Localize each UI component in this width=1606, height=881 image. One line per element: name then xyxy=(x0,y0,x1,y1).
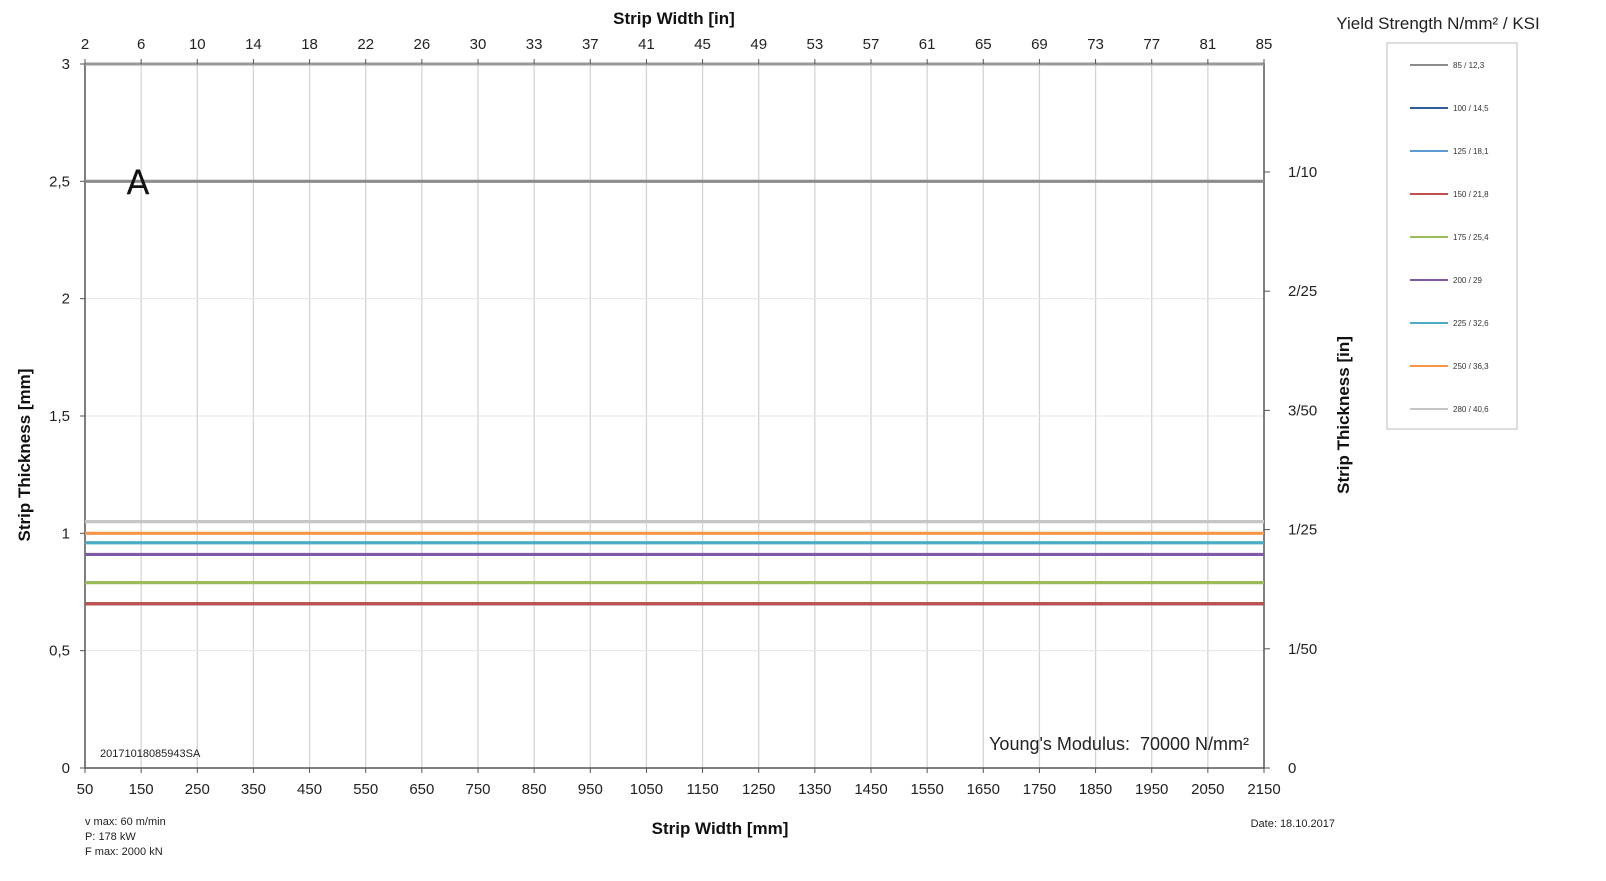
youngs-modulus-label: Young's Modulus: xyxy=(989,734,1130,754)
x2-tick-label: 33 xyxy=(526,36,543,53)
x2-tick-label: 30 xyxy=(470,36,487,53)
legend-entry: 175 / 25,4 xyxy=(1453,233,1489,242)
x2-tick-label: 61 xyxy=(919,36,936,53)
x2-tick-label: 41 xyxy=(638,36,655,53)
y2-tick-label: 1/50 xyxy=(1288,641,1317,658)
x2-tick-label: 49 xyxy=(750,36,767,53)
x2-tick-label: 37 xyxy=(582,36,599,53)
x-tick-label: 1750 xyxy=(1023,781,1056,798)
x-tick-label: 1350 xyxy=(798,781,831,798)
x2-tick-label: 69 xyxy=(1031,36,1048,53)
x2-tick-labels: 2 6 10 14 18 22 26 30 33 37 41 45 49 53 57 61 65 69 73 77 81… xyxy=(81,36,1273,64)
x-tick-labels: 50 150 250 350 450 550 650 750 850 950 1050 1150 125… xyxy=(77,768,1281,798)
x2-tick-label: 73 xyxy=(1087,36,1104,53)
legend: 85 / 12,3 100 / 14,5 125 / 18,1 150 / 21,8 1… xyxy=(1410,61,1489,414)
x-tick-label: 750 xyxy=(465,781,490,798)
x-tick-label: 950 xyxy=(578,781,603,798)
x2-tick-label: 22 xyxy=(357,36,374,53)
x-tick-label: 350 xyxy=(241,781,266,798)
legend-entry: 225 / 32,6 xyxy=(1453,319,1489,328)
y-tick-labels: 0 0,5 1 1,5 2 2,5 3 xyxy=(49,56,85,777)
x2-tick-label: 53 xyxy=(807,36,824,53)
y-tick-label: 2,5 xyxy=(49,173,70,190)
x2-tick-label: 85 xyxy=(1256,36,1273,53)
y2-tick-label: 2/25 xyxy=(1288,283,1317,300)
legend-entry: 200 / 29 xyxy=(1453,276,1482,285)
y2-tick-label: 1/10 xyxy=(1288,164,1317,181)
id-code: 20171018085943SA xyxy=(100,748,201,760)
x2-tick-label: 14 xyxy=(245,36,262,53)
legend-title: Yield Strength N/mm² / KSI xyxy=(1336,14,1539,33)
x-tick-label: 2050 xyxy=(1191,781,1224,798)
x-tick-label: 550 xyxy=(353,781,378,798)
x-tick-label: 1650 xyxy=(967,781,1000,798)
y-tick-label: 0 xyxy=(62,760,70,777)
param-fmax: F max: 2000 kN xyxy=(85,846,163,858)
x2-tick-label: 65 xyxy=(975,36,992,53)
x-tick-label: 1950 xyxy=(1135,781,1168,798)
legend-entry: 125 / 18,1 xyxy=(1453,147,1489,156)
y2-tick-label: 3/50 xyxy=(1288,402,1317,419)
y-axis-title: Strip Thickness [mm] xyxy=(15,369,34,542)
marker-a: A xyxy=(126,163,149,203)
x2-tick-label: 77 xyxy=(1143,36,1160,53)
legend-box xyxy=(1386,42,1518,430)
y-tick-label: 2 xyxy=(62,291,70,308)
series-lines xyxy=(85,179,1264,606)
x-tick-label: 1450 xyxy=(854,781,887,798)
grid xyxy=(85,64,1264,768)
x2-tick-label: 6 xyxy=(137,36,145,53)
y2-tick-labels: 0 1/50 1/25 3/50 2/25 1/10 xyxy=(1264,164,1317,777)
x2-axis-title: Strip Width [in] xyxy=(613,9,735,28)
x-tick-label: 150 xyxy=(129,781,154,798)
x-tick-label: 450 xyxy=(297,781,322,798)
x2-tick-label: 2 xyxy=(81,36,89,53)
y2-tick-label: 1/25 xyxy=(1288,522,1317,539)
x-tick-label: 1550 xyxy=(910,781,943,798)
legend-entry: 150 / 21,8 xyxy=(1453,190,1489,199)
x-tick-label: 1050 xyxy=(630,781,663,798)
param-power: P: 178 kW xyxy=(85,831,136,843)
legend-entry: 100 / 14,5 xyxy=(1453,104,1489,113)
x-tick-label: 1850 xyxy=(1079,781,1112,798)
chart-date: Date: 18.10.2017 xyxy=(1251,818,1335,830)
x2-tick-label: 45 xyxy=(694,36,711,53)
y2-tick-label: 0 xyxy=(1288,760,1296,777)
x2-tick-label: 10 xyxy=(189,36,206,53)
x-tick-label: 1250 xyxy=(742,781,775,798)
x2-tick-label: 57 xyxy=(863,36,880,53)
youngs-modulus-value: 70000 N/mm² xyxy=(1140,734,1249,754)
x-axis-title: Strip Width [mm] xyxy=(652,819,789,838)
x2-tick-label: 18 xyxy=(301,36,318,53)
x-tick-label: 50 xyxy=(77,781,94,798)
legend-entry: 280 / 40,6 xyxy=(1453,405,1489,414)
x-tick-label: 650 xyxy=(409,781,434,798)
y-tick-label: 3 xyxy=(62,56,70,73)
x-tick-label: 850 xyxy=(522,781,547,798)
x-tick-label: 250 xyxy=(185,781,210,798)
legend-entry: 250 / 36,3 xyxy=(1453,362,1489,371)
x-tick-label: 1150 xyxy=(686,781,718,798)
y-tick-label: 1 xyxy=(62,525,70,542)
x2-tick-label: 26 xyxy=(414,36,431,53)
x-tick-label: 2150 xyxy=(1247,781,1280,798)
y2-axis-title: Strip Thickness [in] xyxy=(1334,336,1353,494)
legend-entry: 85 / 12,3 xyxy=(1453,61,1485,70)
y-tick-label: 1,5 xyxy=(49,408,70,425)
youngs-modulus: Young's Modulus: 70000 N/mm² xyxy=(989,734,1249,754)
param-vmax: v max: 60 m/min xyxy=(85,816,166,828)
x2-tick-label: 81 xyxy=(1200,36,1217,53)
y-tick-label: 0,5 xyxy=(49,643,70,660)
